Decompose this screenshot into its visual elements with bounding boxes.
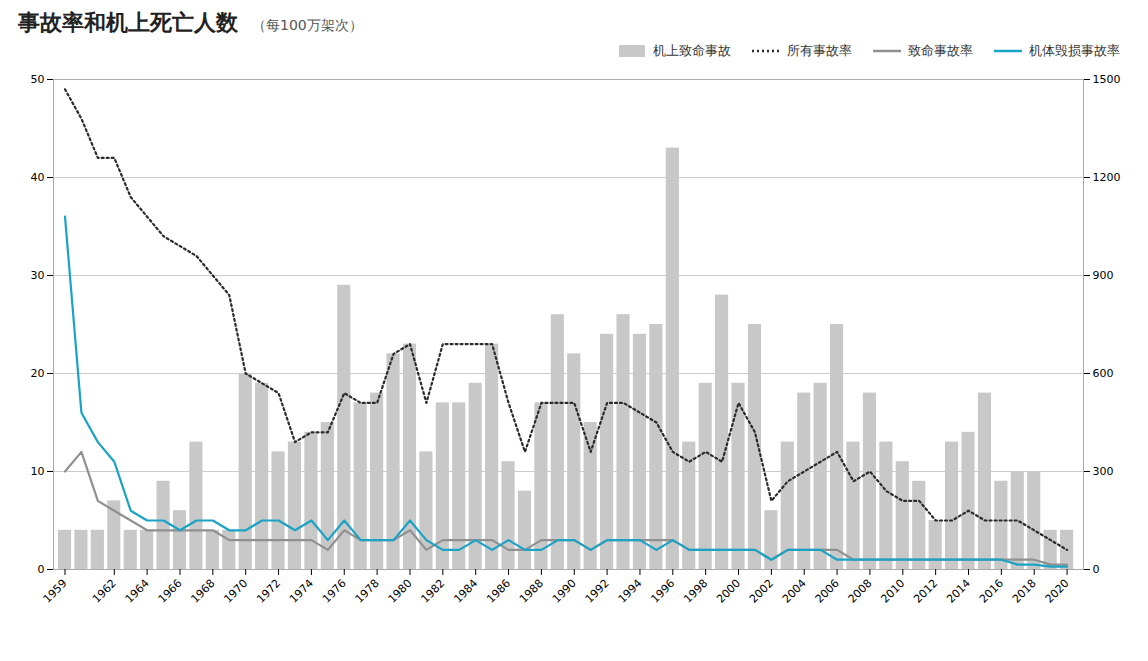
html-text:机体毁损事故率: 机体毁损事故率 [1029, 43, 1120, 58]
svg-text:2014: 2014 [944, 577, 973, 606]
svg-text:2006: 2006 [813, 577, 842, 606]
svg-text:1996: 1996 [648, 577, 677, 606]
svg-text:1998: 1998 [681, 577, 710, 606]
svg-text:2000: 2000 [714, 577, 743, 606]
svg-text:2002: 2002 [747, 577, 776, 606]
html-text:事故率和机上死亡人数: 事故率和机上死亡人数 [18, 10, 238, 35]
svg-text:40: 40 [31, 171, 45, 184]
svg-text:2020: 2020 [1043, 577, 1072, 606]
svg-text:0: 0 [38, 563, 45, 576]
svg-text:1500: 1500 [1093, 73, 1121, 86]
html-text:所有事故率: 所有事故率 [787, 43, 852, 58]
svg-text:2018: 2018 [1010, 577, 1039, 606]
svg-text:0: 0 [1093, 563, 1100, 576]
svg-text:1976: 1976 [320, 577, 349, 606]
svg-text:1982: 1982 [418, 577, 447, 606]
svg-text:1984: 1984 [451, 577, 480, 606]
svg-text:1974: 1974 [287, 577, 316, 606]
svg-text:1964: 1964 [123, 577, 152, 606]
html-text:致命事故率: 致命事故率 [908, 43, 973, 58]
svg-text:10: 10 [31, 465, 45, 478]
svg-text:2012: 2012 [911, 577, 940, 606]
svg-text:20: 20 [31, 367, 45, 380]
svg-text:1978: 1978 [353, 577, 382, 606]
html-text:机上致命事故: 机上致命事故 [653, 43, 731, 58]
svg-text:1972: 1972 [254, 577, 283, 606]
svg-text:1988: 1988 [517, 577, 546, 606]
svg-text:50: 50 [31, 73, 45, 86]
svg-text:900: 900 [1093, 269, 1114, 282]
svg-text:30: 30 [31, 269, 45, 282]
svg-text:1962: 1962 [90, 577, 119, 606]
svg-text:1990: 1990 [550, 577, 579, 606]
svg-text:1994: 1994 [616, 577, 645, 606]
svg-text:2010: 2010 [878, 577, 907, 606]
svg-text:1970: 1970 [221, 577, 250, 606]
svg-text:600: 600 [1093, 367, 1114, 380]
svg-text:1968: 1968 [188, 577, 217, 606]
svg-text:2004: 2004 [780, 577, 809, 606]
html-text:（每100万架次）: （每100万架次） [252, 17, 363, 33]
svg-text:1959: 1959 [41, 577, 70, 606]
svg-text:1992: 1992 [583, 577, 612, 606]
svg-text:1200: 1200 [1093, 171, 1121, 184]
svg-text:2016: 2016 [977, 577, 1006, 606]
svg-text:1966: 1966 [156, 577, 185, 606]
svg-text:1980: 1980 [386, 577, 415, 606]
svg-text:300: 300 [1093, 465, 1114, 478]
svg-text:2008: 2008 [846, 577, 875, 606]
svg-text:1986: 1986 [484, 577, 513, 606]
